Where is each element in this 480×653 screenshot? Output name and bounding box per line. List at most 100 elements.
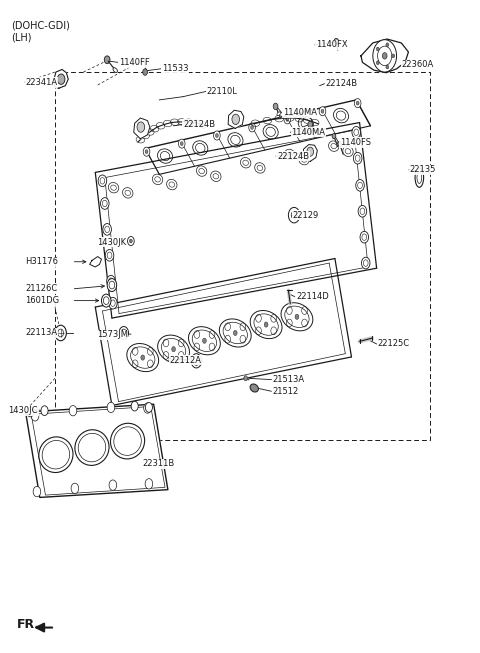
Ellipse shape: [131, 402, 138, 411]
Circle shape: [107, 276, 115, 287]
Polygon shape: [228, 110, 244, 129]
Circle shape: [376, 61, 379, 65]
Text: 1140FX: 1140FX: [316, 40, 348, 50]
Circle shape: [244, 375, 248, 381]
Circle shape: [383, 53, 387, 59]
Circle shape: [288, 208, 300, 223]
Circle shape: [100, 198, 109, 210]
Ellipse shape: [311, 131, 315, 134]
Circle shape: [33, 486, 41, 497]
Circle shape: [386, 65, 389, 69]
Circle shape: [334, 39, 339, 45]
Text: 22135: 22135: [410, 165, 436, 174]
Text: 11533: 11533: [162, 64, 188, 73]
Polygon shape: [134, 118, 150, 138]
Circle shape: [361, 257, 370, 269]
Text: 22113A: 22113A: [25, 328, 58, 338]
Circle shape: [180, 142, 183, 146]
Ellipse shape: [113, 68, 118, 72]
Circle shape: [172, 347, 176, 352]
Circle shape: [57, 74, 65, 84]
Circle shape: [104, 56, 110, 63]
Circle shape: [264, 322, 268, 327]
Text: 1430JK: 1430JK: [96, 238, 126, 247]
Circle shape: [145, 150, 148, 153]
Circle shape: [284, 115, 290, 124]
Circle shape: [249, 123, 255, 132]
Circle shape: [332, 134, 336, 138]
Text: 21513A: 21513A: [272, 375, 304, 384]
Circle shape: [214, 131, 220, 140]
Circle shape: [143, 69, 147, 75]
Text: H31176: H31176: [25, 257, 59, 266]
Circle shape: [144, 403, 151, 413]
Circle shape: [145, 479, 153, 489]
Circle shape: [179, 139, 185, 148]
Polygon shape: [361, 39, 408, 72]
Circle shape: [376, 47, 379, 51]
Text: 1601DG: 1601DG: [25, 296, 60, 305]
Circle shape: [105, 249, 114, 261]
Circle shape: [141, 355, 144, 360]
Circle shape: [103, 223, 111, 235]
Circle shape: [273, 103, 278, 110]
Text: 21512: 21512: [272, 387, 299, 396]
Text: 22341A: 22341A: [25, 78, 58, 87]
Circle shape: [233, 330, 237, 336]
Ellipse shape: [107, 279, 117, 291]
Text: 1430JC: 1430JC: [9, 406, 38, 415]
Circle shape: [308, 121, 312, 128]
Ellipse shape: [110, 423, 144, 459]
Circle shape: [338, 141, 342, 146]
Circle shape: [356, 180, 364, 191]
Circle shape: [354, 99, 361, 108]
Text: 22112A: 22112A: [170, 356, 202, 364]
Text: 1140FF: 1140FF: [119, 58, 150, 67]
Circle shape: [107, 402, 115, 413]
Polygon shape: [303, 144, 317, 161]
Circle shape: [352, 127, 360, 138]
Ellipse shape: [101, 294, 111, 307]
Text: 1140FS: 1140FS: [340, 138, 371, 147]
Circle shape: [286, 118, 288, 121]
Circle shape: [71, 483, 79, 494]
Text: 21126C: 21126C: [25, 285, 58, 293]
Circle shape: [386, 43, 389, 47]
Circle shape: [291, 212, 297, 219]
Ellipse shape: [27, 407, 34, 417]
Ellipse shape: [250, 384, 258, 392]
Text: 1573JM: 1573JM: [96, 330, 128, 340]
Circle shape: [69, 406, 77, 416]
Ellipse shape: [119, 326, 129, 340]
Text: 22124B: 22124B: [325, 79, 358, 88]
Circle shape: [360, 231, 369, 243]
Text: 22125C: 22125C: [378, 340, 410, 349]
Polygon shape: [54, 69, 68, 88]
Text: 22124B: 22124B: [183, 120, 215, 129]
Circle shape: [353, 152, 362, 164]
Circle shape: [130, 239, 132, 243]
Ellipse shape: [277, 112, 280, 116]
Ellipse shape: [415, 168, 424, 187]
Ellipse shape: [39, 437, 73, 473]
Text: 1140MA: 1140MA: [291, 128, 325, 136]
Text: 22311B: 22311B: [143, 459, 175, 468]
Circle shape: [108, 297, 117, 309]
Circle shape: [128, 236, 134, 246]
Text: 22129: 22129: [292, 211, 318, 219]
Circle shape: [392, 54, 395, 58]
Text: (DOHC-GDI)
(LH): (DOHC-GDI) (LH): [12, 21, 70, 42]
Circle shape: [109, 480, 117, 490]
Text: FR.: FR.: [17, 618, 40, 631]
Circle shape: [251, 125, 253, 129]
Circle shape: [203, 338, 206, 343]
Circle shape: [98, 175, 107, 187]
Ellipse shape: [75, 430, 109, 466]
Circle shape: [232, 114, 240, 125]
Circle shape: [143, 147, 150, 156]
Polygon shape: [90, 257, 101, 267]
Circle shape: [137, 122, 144, 133]
Circle shape: [321, 109, 324, 113]
Text: 22114D: 22114D: [296, 293, 329, 301]
Text: 22110L: 22110L: [207, 87, 238, 96]
